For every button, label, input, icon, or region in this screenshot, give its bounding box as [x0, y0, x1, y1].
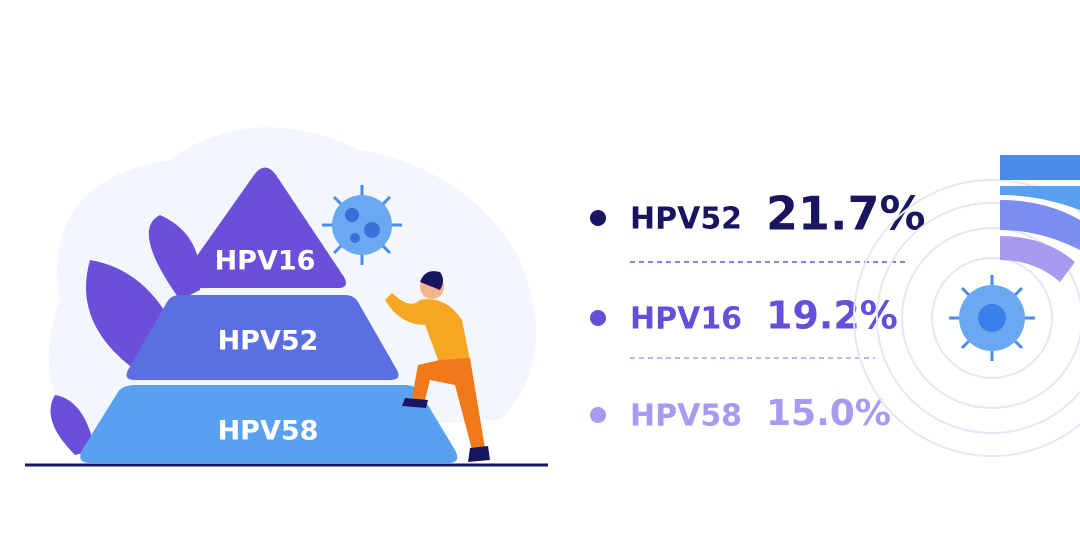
bullet — [590, 310, 606, 326]
stat-value: 19.2% — [766, 294, 898, 338]
stat-name: HPV52 — [630, 202, 742, 237]
stat-value: 15.0% — [766, 393, 891, 434]
pyramid-level — [126, 295, 399, 380]
stat-value: 21.7% — [766, 187, 926, 241]
virus-icon — [949, 275, 1035, 361]
level-label: HPV16 — [215, 246, 316, 277]
pyramid-level — [180, 167, 346, 288]
radar-arcs — [1000, 155, 1080, 282]
virus-icon — [322, 185, 402, 265]
stat-name: HPV58 — [630, 399, 742, 434]
pyramid-level — [80, 385, 458, 463]
rings — [853, 179, 1080, 457]
level-label: HPV58 — [218, 416, 319, 447]
level-label: HPV52 — [218, 326, 319, 357]
bullet — [590, 407, 606, 423]
stat-name: HPV16 — [630, 302, 742, 337]
person — [385, 271, 490, 462]
leaf — [50, 395, 95, 455]
bullet — [590, 210, 606, 226]
